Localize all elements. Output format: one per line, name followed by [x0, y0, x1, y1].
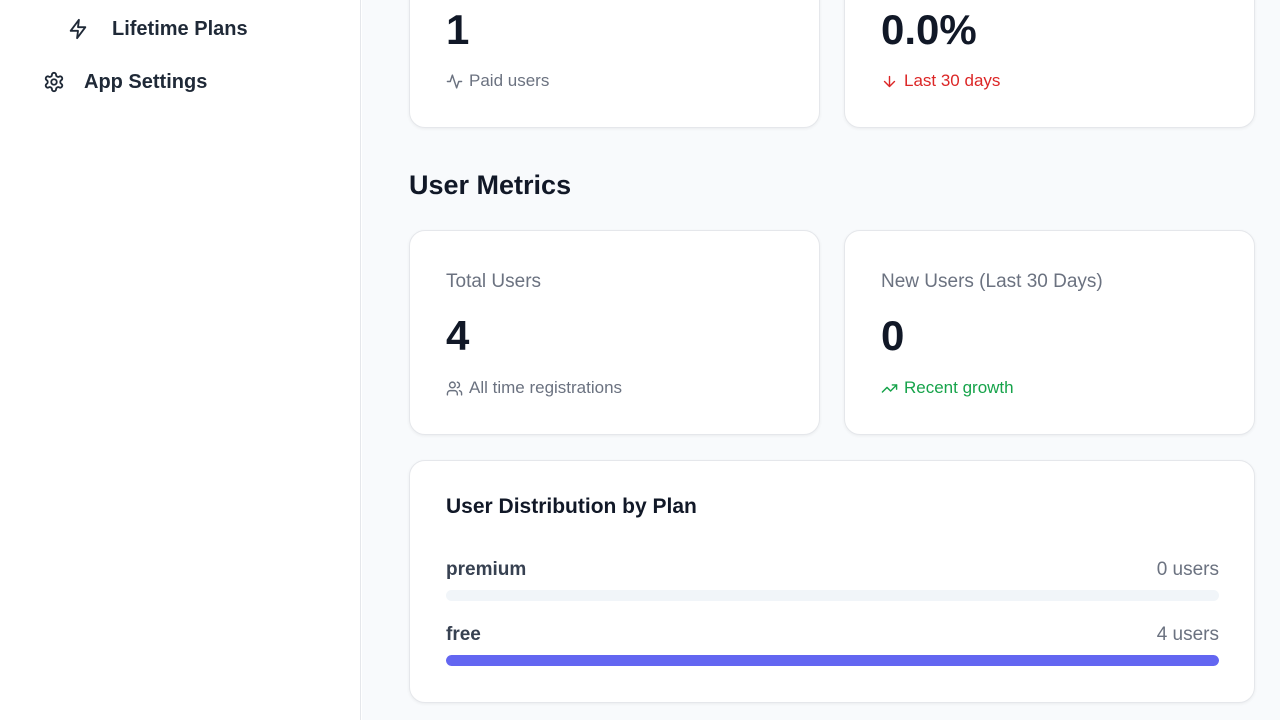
sidebar-item-lifetime-plans[interactable]: Lifetime Plans — [66, 14, 248, 44]
users-icon — [446, 380, 463, 396]
gear-icon — [42, 70, 66, 94]
stat-label: New Users (Last 30 Days) — [881, 271, 1103, 292]
sidebar-item-label: App Settings — [84, 70, 208, 93]
plan-user-count: 4 users — [1156, 624, 1219, 645]
stat-subtext: Last 30 days — [881, 71, 1000, 91]
arrow-down-icon — [883, 75, 896, 87]
card-title: User Distribution by Plan — [446, 495, 697, 518]
sidebar: Lifetime Plans App Settings — [0, 0, 361, 720]
stat-subtext: Recent growth — [881, 378, 1014, 398]
plan-name: premium — [446, 559, 527, 580]
plan-progress-fill — [446, 655, 1219, 666]
stat-subtext: Paid users — [446, 71, 549, 91]
sidebar-item-label: Lifetime Plans — [112, 17, 248, 40]
main-content: 1 Paid users 0.0% Last 30 days User Metr… — [362, 0, 1280, 720]
stat-subtext: All time registrations — [446, 378, 622, 398]
stat-label: Total Users — [446, 271, 542, 292]
stat-value: 1 — [446, 6, 470, 53]
trending-up-icon — [881, 383, 898, 393]
plan-progress-track — [446, 590, 1219, 601]
stat-value: 4 — [446, 312, 470, 359]
stat-value: 0.0% — [881, 6, 977, 53]
sidebar-item-app-settings[interactable]: App Settings — [42, 67, 207, 97]
total-users-card: Total Users 4 All time registrations — [409, 230, 820, 435]
new-users-card: New Users (Last 30 Days) 0 Recent growth — [844, 230, 1255, 435]
stat-value: 0 — [881, 312, 905, 359]
activity-icon — [446, 73, 463, 89]
user-distribution-card: User Distribution by Plan premium 0 user… — [409, 460, 1255, 703]
lightning-icon — [66, 17, 90, 41]
paid-users-card: 1 Paid users — [409, 0, 820, 128]
section-title: User Metrics — [409, 170, 572, 200]
plan-user-count: 0 users — [1156, 559, 1219, 580]
plan-name: free — [446, 624, 481, 645]
conversion-rate-card: 0.0% Last 30 days — [844, 0, 1255, 128]
plan-progress-track — [446, 655, 1219, 666]
